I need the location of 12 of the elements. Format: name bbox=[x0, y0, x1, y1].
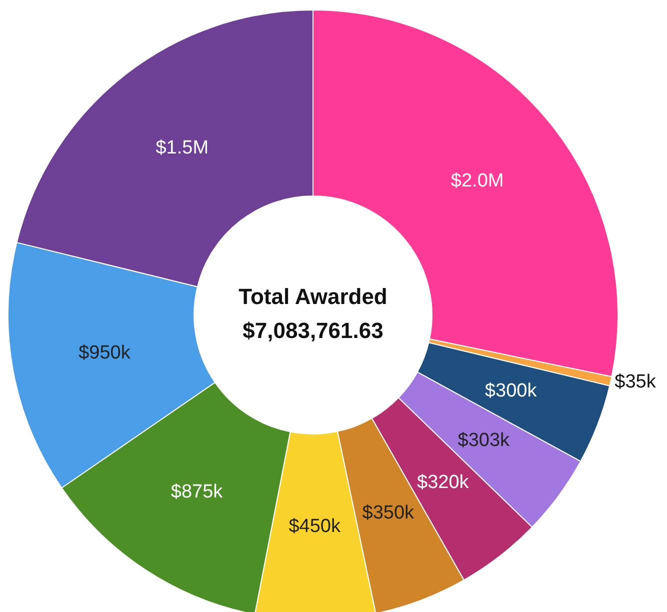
data-label: $1.5M bbox=[156, 137, 209, 158]
text: Total Awarded bbox=[238, 284, 388, 310]
data-label: $320k bbox=[417, 472, 470, 493]
data-label: $300k bbox=[484, 380, 538, 402]
data-label: $950k bbox=[78, 342, 131, 364]
data-label: $2.0M bbox=[450, 170, 504, 192]
text: $7,083,761.63 bbox=[242, 318, 384, 344]
data-label: $35k bbox=[614, 371, 656, 392]
data-label: $450k bbox=[288, 516, 341, 538]
data-label: $303k bbox=[458, 430, 510, 451]
data-label: $350k bbox=[362, 502, 415, 524]
data-label: $875k bbox=[170, 482, 224, 503]
